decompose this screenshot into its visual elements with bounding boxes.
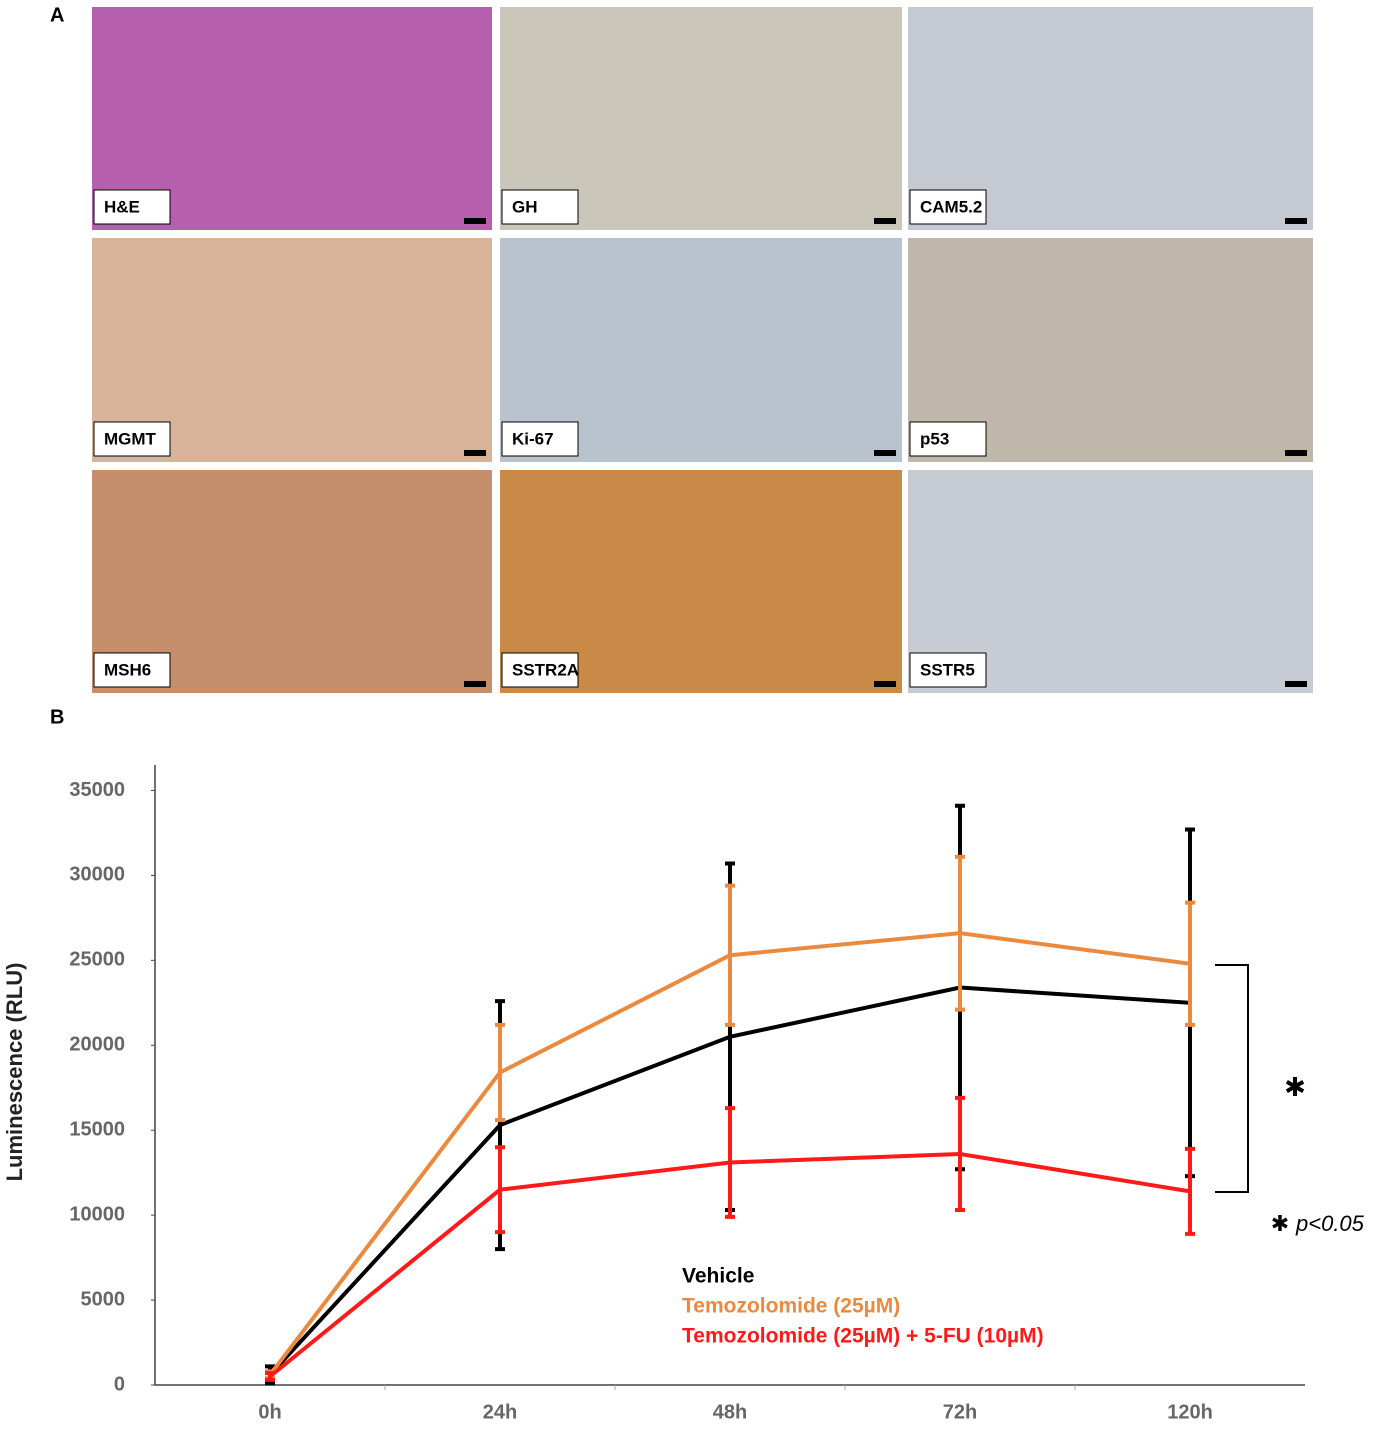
significance-mark: ✱ — [1271, 1211, 1289, 1236]
scale-bar — [1285, 218, 1307, 224]
legend-entry: Temozolomide (25µM) — [682, 1295, 900, 1318]
line — [268, 1151, 1191, 1379]
stain-label: SSTR5 — [920, 660, 975, 679]
stain-label-box — [501, 189, 579, 225]
stain-label: CAM5.2 — [920, 197, 982, 216]
y-tick-label: 25000 — [69, 949, 125, 971]
scale-bar — [1285, 681, 1307, 687]
panel-label: A — [50, 4, 64, 26]
x-tick-label: 72h — [943, 1401, 977, 1423]
scale-bar — [1285, 450, 1307, 456]
stain-label: MSH6 — [104, 660, 151, 679]
y-tick-label: 5000 — [81, 1288, 126, 1310]
scale-bar — [464, 450, 486, 456]
stain-label-box — [909, 189, 987, 225]
stain-label-box — [909, 652, 987, 688]
stain-label: SSTR2A — [512, 660, 579, 679]
stain-label-box — [93, 421, 171, 457]
significance-note: p<0.05 — [1295, 1211, 1365, 1236]
scale-bar — [874, 450, 896, 456]
y-tick-label: 15000 — [69, 1118, 125, 1140]
legend-entry: Vehicle — [682, 1265, 754, 1288]
y-tick-label: 0 — [114, 1373, 125, 1395]
stain-label-box — [93, 652, 171, 688]
line — [268, 985, 1191, 1377]
scale-bar — [464, 218, 486, 224]
stain-label-box — [909, 421, 987, 457]
line — [268, 931, 1191, 1377]
significance-bracket — [1215, 964, 1249, 1193]
legend-entry: Temozolomide (25µM) + 5-FU (10µM) — [682, 1325, 1044, 1348]
stain-label-box — [501, 421, 579, 457]
stain-label: GH — [512, 197, 538, 216]
x-tick-label: 0h — [258, 1401, 281, 1423]
stain-label-box — [501, 652, 579, 688]
stain-label-box — [93, 189, 171, 225]
stain-label: Ki-67 — [512, 429, 554, 448]
y-tick-label: 20000 — [69, 1034, 125, 1056]
y-tick-label: 30000 — [69, 864, 125, 886]
significance-mark: ✱ — [1284, 1072, 1306, 1102]
stain-label: MGMT — [104, 429, 157, 448]
y-axis-label: Luminescence (RLU) — [2, 963, 27, 1182]
y-tick-label: 35000 — [69, 779, 125, 801]
x-tick-label: 48h — [713, 1401, 747, 1423]
stain-label: H&E — [104, 197, 140, 216]
scale-bar — [464, 681, 486, 687]
x-tick-label: 120h — [1167, 1401, 1213, 1423]
x-tick-label: 24h — [483, 1401, 517, 1423]
y-tick-label: 10000 — [69, 1203, 125, 1225]
stain-label: p53 — [920, 429, 949, 448]
panel-label: B — [50, 706, 64, 728]
scale-bar — [874, 681, 896, 687]
scale-bar — [874, 218, 896, 224]
